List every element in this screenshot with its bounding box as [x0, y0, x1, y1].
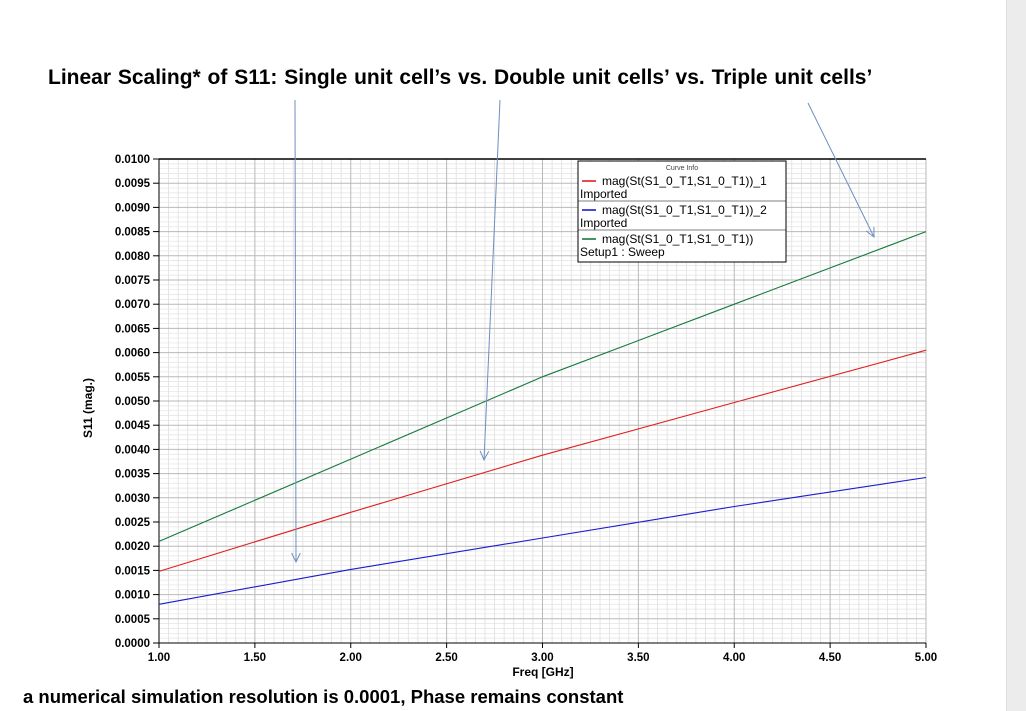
arrow-shaft — [294, 99, 297, 563]
arrow-shaft — [483, 99, 501, 461]
y-tick-label: 0.0080 — [115, 251, 150, 263]
legend-entry-source: Setup1 : Sweep — [580, 245, 665, 259]
slide-title: Linear Scaling* of S11: Single unit cell… — [48, 66, 873, 89]
y-tick-label: 0.0045 — [115, 420, 151, 432]
series-line-3 — [158, 231, 927, 542]
y-tick-label: 0.0055 — [115, 372, 151, 384]
x-tick-label: 1.50 — [244, 652, 266, 664]
y-tick-label: 0.0070 — [115, 299, 150, 311]
legend-entry-source: Imported — [580, 187, 627, 201]
arrow-double-unit-cells — [479, 99, 501, 462]
y-tick-label: 0.0060 — [115, 348, 150, 360]
legend: Curve Infomag(St(S1_0_T1,S1_0_T1))_1Impo… — [577, 160, 787, 263]
y-axis-title: S11 (mag.) — [81, 378, 95, 438]
y-tick-label: 0.0095 — [115, 178, 151, 190]
x-tick-label: 2.00 — [340, 652, 362, 664]
y-tick-label: 0.0050 — [115, 396, 150, 408]
y-tick-label: 0.0040 — [115, 444, 150, 456]
arrow-head — [479, 450, 490, 462]
y-tick-label: 0.0085 — [115, 227, 151, 239]
y-tick-label: 0.0075 — [115, 275, 151, 287]
y-tick-label: 0.0030 — [115, 493, 150, 505]
x-tick-label: 4.50 — [819, 652, 841, 664]
x-tick-label: 3.00 — [531, 652, 553, 664]
x-tick-label: 2.50 — [435, 652, 457, 664]
y-tick-label: 0.0100 — [115, 154, 150, 166]
arrow-single-unit-cell — [291, 99, 301, 564]
x-axis-title: Freq [GHz] — [512, 665, 573, 679]
annotation-arrows — [291, 99, 875, 564]
footnote: a numerical simulation resolution is 0.0… — [23, 686, 624, 707]
tick-labels: 0.0000 0.0005 0.0010 0.0015 0.0020 0.0025 0.00… — [115, 154, 937, 664]
legend-entry-name: mag(St(S1_0_T1,S1_0_T1))_2 — [602, 203, 767, 217]
legend-entry-name: mag(St(S1_0_T1,S1_0_T1))_1 — [602, 174, 767, 188]
series-layer — [158, 231, 927, 605]
x-tick-label: 3.50 — [627, 652, 649, 664]
arrow-head — [865, 226, 875, 239]
legend-title: Curve Info — [666, 165, 698, 172]
series-line-1 — [158, 349, 927, 572]
y-tick-label: 0.0020 — [115, 541, 150, 553]
y-tick-label: 0.0010 — [115, 590, 150, 602]
y-tick-label: 0.0025 — [115, 517, 151, 529]
x-tick-label: 1.00 — [148, 652, 170, 664]
arrow-triple-unit-cells — [807, 102, 875, 239]
y-tick-label: 0.0090 — [115, 202, 150, 214]
grid-layer — [158, 158, 927, 647]
y-tick-label: 0.0005 — [115, 614, 151, 626]
legend-entry-name: mag(St(S1_0_T1,S1_0_T1)) — [602, 232, 753, 246]
arrow-shaft — [807, 102, 875, 238]
y-tick-label: 0.0015 — [115, 565, 151, 577]
legend-box — [577, 160, 787, 263]
scrollbar-track[interactable] — [1006, 0, 1026, 711]
y-tick-label: 0.0035 — [115, 469, 151, 481]
legend-entry-source: Imported — [580, 216, 627, 230]
arrow-head — [291, 552, 301, 564]
x-tick-label: 4.00 — [723, 652, 745, 664]
series-line-2 — [158, 476, 927, 605]
y-tick-label: 0.0000 — [115, 638, 150, 650]
y-tick-label: 0.0065 — [115, 323, 151, 335]
x-tick-label: 5.00 — [915, 652, 937, 664]
